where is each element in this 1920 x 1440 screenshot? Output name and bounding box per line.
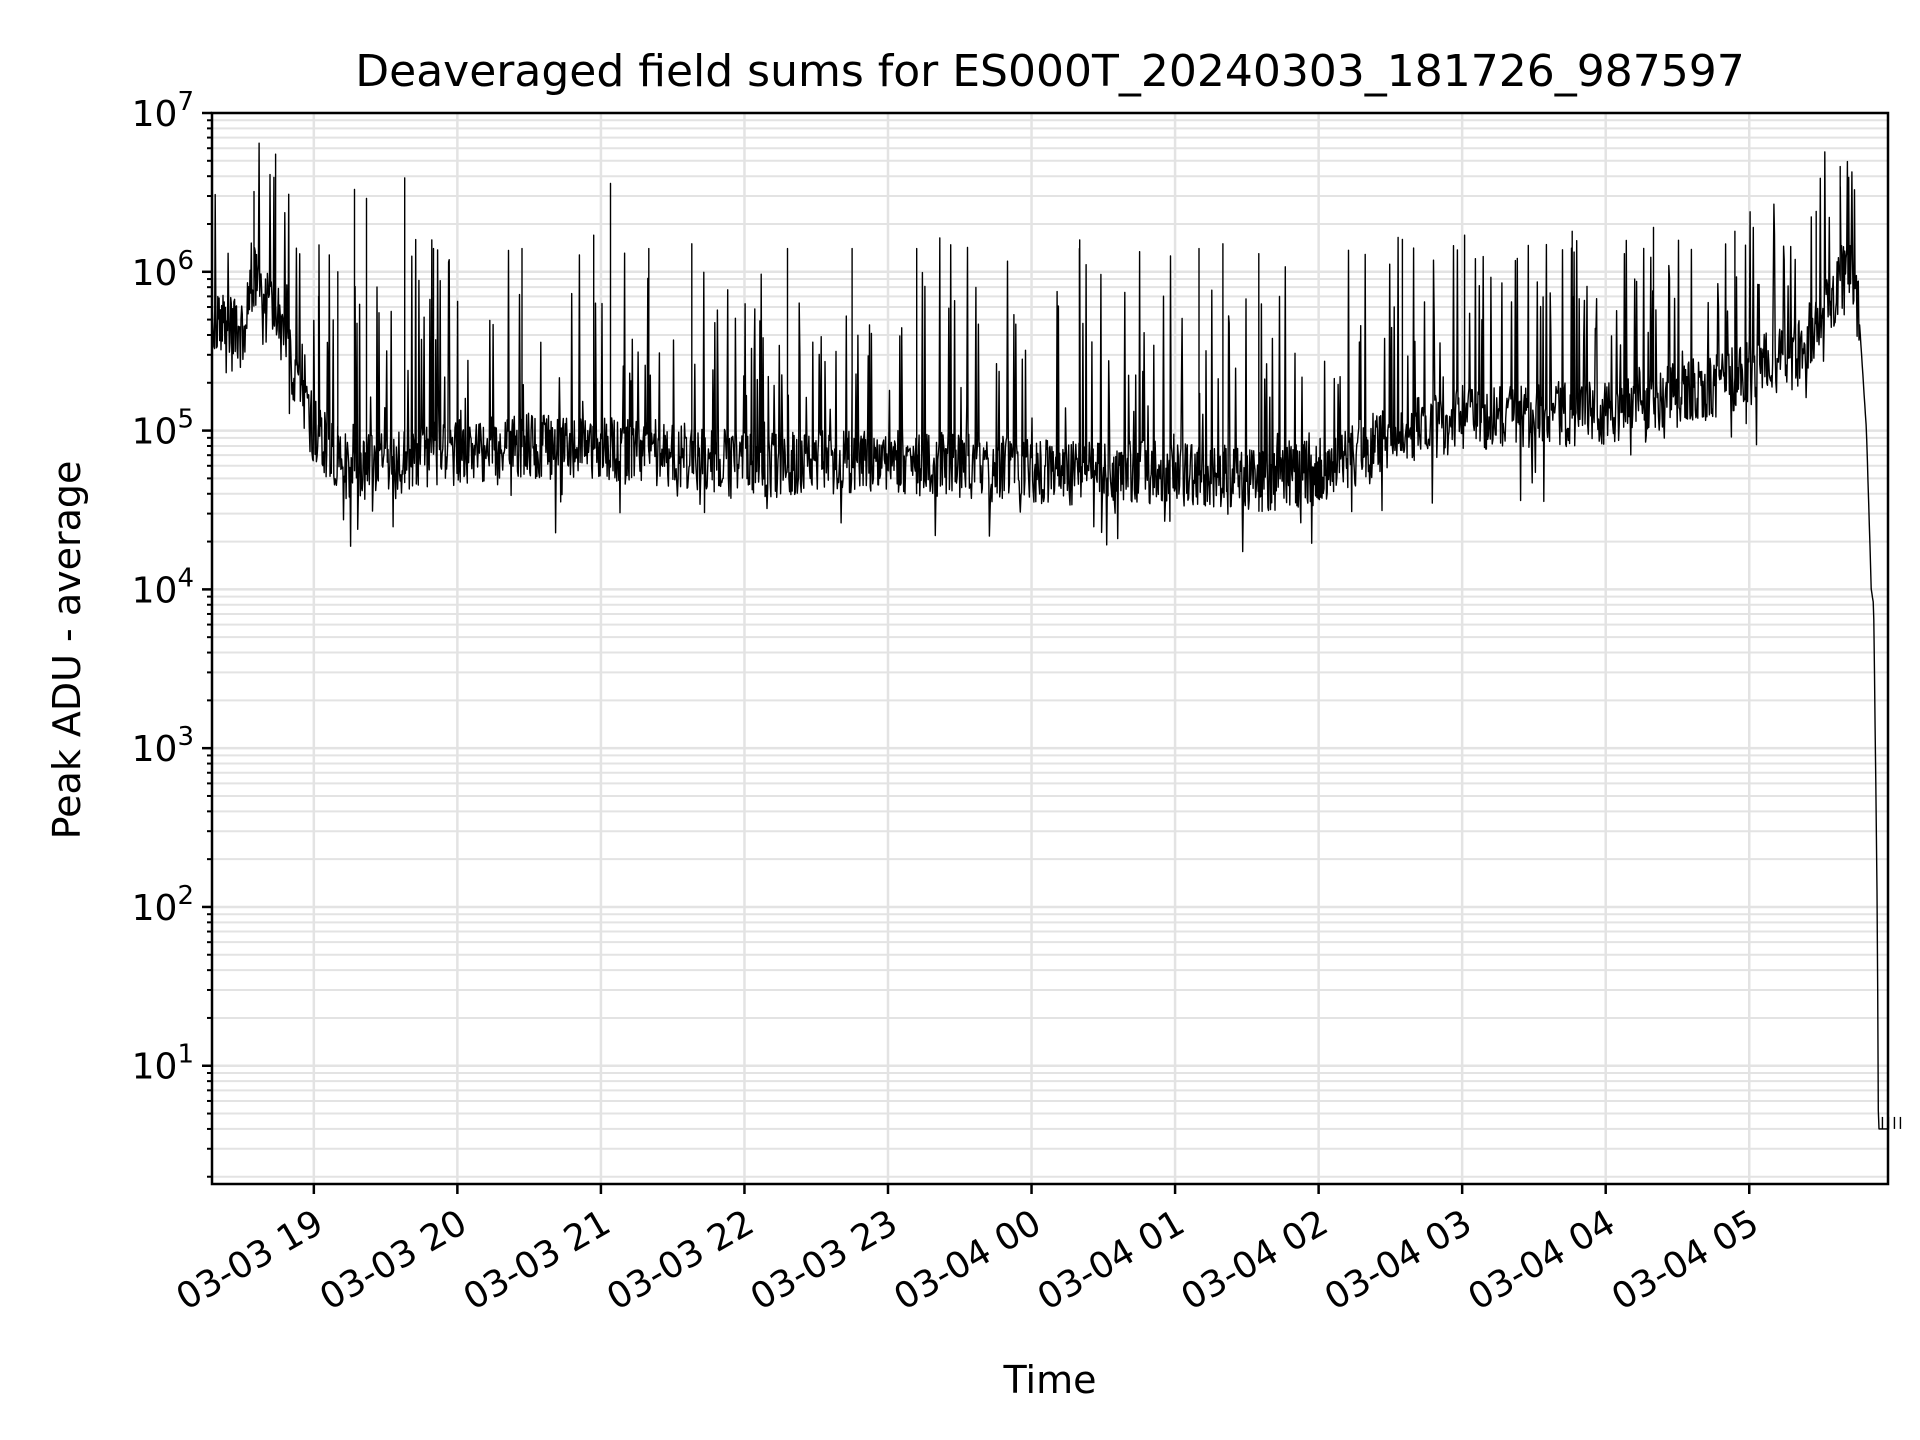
grid (212, 111, 1888, 1184)
plot-frame (210, 111, 1890, 1186)
y-axis-label: Peak ADU - average (45, 461, 89, 840)
chart-title: Deaveraged field sums for ES000T_2024030… (355, 46, 1744, 97)
y-tick-label: 106 (132, 246, 194, 294)
y-tick-label: 102 (132, 881, 194, 929)
y-tick-label: 103 (132, 722, 194, 770)
y-tick-label: 107 (132, 87, 194, 135)
y-tick-label: 104 (132, 563, 194, 611)
y-tick-label: 105 (132, 405, 194, 453)
y-tick-label: 101 (132, 1040, 194, 1088)
series-line (211, 142, 1889, 1130)
x-axis-label: Time (1003, 1358, 1097, 1402)
